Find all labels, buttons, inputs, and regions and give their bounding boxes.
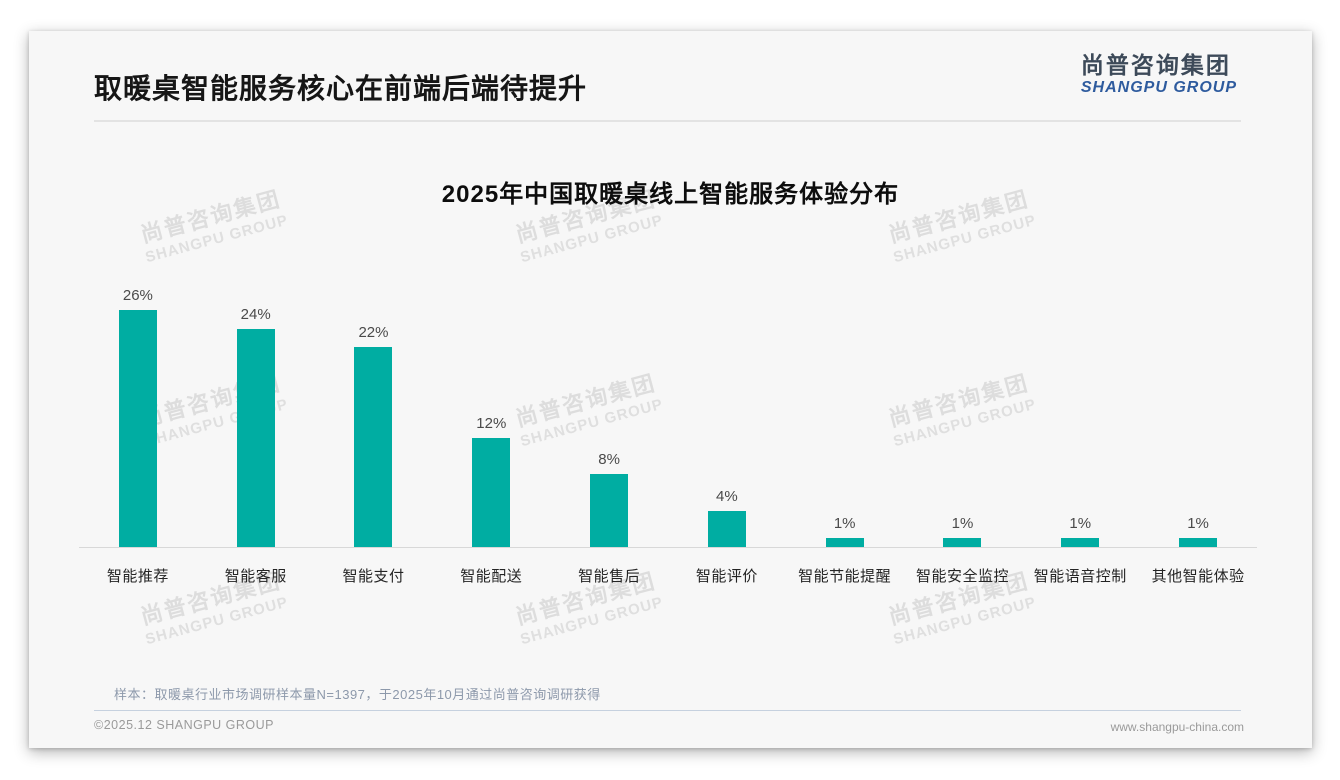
watermark-english-text: SHANGPU GROUP: [518, 211, 666, 267]
bar: [472, 438, 511, 547]
chart-title: 2025年中国取暖桌线上智能服务体验分布: [441, 181, 900, 208]
category-label: 智能评价: [695, 568, 758, 585]
bar-value-label: 1%: [1187, 515, 1209, 532]
category-label: 智能支付: [342, 568, 405, 585]
bar: [1179, 538, 1218, 547]
bar: [825, 538, 864, 547]
category-label: 智能推荐: [106, 568, 169, 585]
bar-value-label: 1%: [833, 515, 856, 532]
bar-value-label: 4%: [716, 488, 738, 505]
chart-plot-area: 26% 24% 22% 12% 8% 4% 1% 1% 1% 1%: [79, 268, 1257, 548]
bar: [354, 347, 393, 547]
category-label: 智能客服: [224, 568, 287, 585]
bar-column: 22%: [315, 324, 433, 547]
bar-column: 4%: [668, 488, 786, 547]
bar: [118, 310, 157, 547]
category-label: 智能语音控制: [1033, 568, 1127, 585]
bar-chart: 26% 24% 22% 12% 8% 4% 1% 1% 1% 1% 智能推荐 智能客服 智能支付 智能配…: [79, 268, 1257, 586]
bar-column: 12%: [432, 415, 550, 547]
bar-value-label: 8%: [598, 451, 620, 468]
bar: [943, 538, 982, 547]
website-text: www.shangpu-china.com: [1110, 720, 1244, 734]
category-label: 智能配送: [460, 568, 523, 585]
watermark-english-text: SHANGPU GROUP: [143, 211, 291, 267]
chart-category-axis: 智能推荐 智能客服 智能支付 智能配送 智能售后 智能评价 智能节能提醒 智能安全监控 智能语音…: [79, 548, 1257, 586]
title-divider: [94, 120, 1241, 122]
category-label: 智能售后: [578, 568, 641, 585]
watermark-english-text: SHANGPU GROUP: [143, 593, 291, 649]
logo-chinese-text: 尚普咨询集团: [1080, 52, 1231, 78]
sample-note: 样本：取暖桌行业市场调研样本量N=1397，于2025年10月通过尚普咨询调研获…: [114, 687, 601, 702]
bar: [236, 329, 275, 547]
category-label: 智能安全监控: [915, 568, 1009, 585]
bar-value-label: 12%: [476, 415, 507, 432]
bar-value-label: 1%: [1069, 515, 1092, 532]
watermark-english-text: SHANGPU GROUP: [891, 211, 1039, 267]
bar-column: 8%: [550, 451, 668, 547]
bar-column: 1%: [786, 515, 904, 547]
bar: [707, 511, 746, 547]
category-label: 智能节能提醒: [798, 568, 892, 585]
bar-column: 24%: [197, 306, 315, 547]
bar-value-label: 26%: [122, 287, 153, 304]
bar-value-label: 1%: [951, 515, 974, 532]
bar-value-label: 22%: [358, 324, 389, 341]
bar-value-label: 24%: [240, 306, 271, 323]
bar-column: 26%: [79, 287, 197, 547]
slide-card: 尚普咨询集团 SHANGPU GROUP 尚普咨询集团 SHANGPU GROUP 尚普…: [29, 31, 1312, 748]
watermark-english-text: SHANGPU GROUP: [518, 593, 666, 649]
page-title: 取暖桌智能服务核心在前端后端待提升: [94, 73, 588, 104]
category-label: 其他智能体验: [1151, 568, 1245, 585]
copyright-text: ©2025.12 SHANGPU GROUP: [94, 718, 274, 732]
bar: [590, 474, 629, 547]
bar-column: 1%: [904, 515, 1022, 547]
watermark-english-text: SHANGPU GROUP: [891, 593, 1039, 649]
company-logo: 尚普咨询集团 SHANGPU GROUP: [1081, 52, 1237, 97]
bar: [1061, 538, 1100, 547]
bar-column: 1%: [1021, 515, 1139, 547]
footer-divider: [94, 710, 1241, 711]
bar-column: 1%: [1139, 515, 1257, 547]
logo-english-text: SHANGPU GROUP: [1080, 79, 1237, 96]
